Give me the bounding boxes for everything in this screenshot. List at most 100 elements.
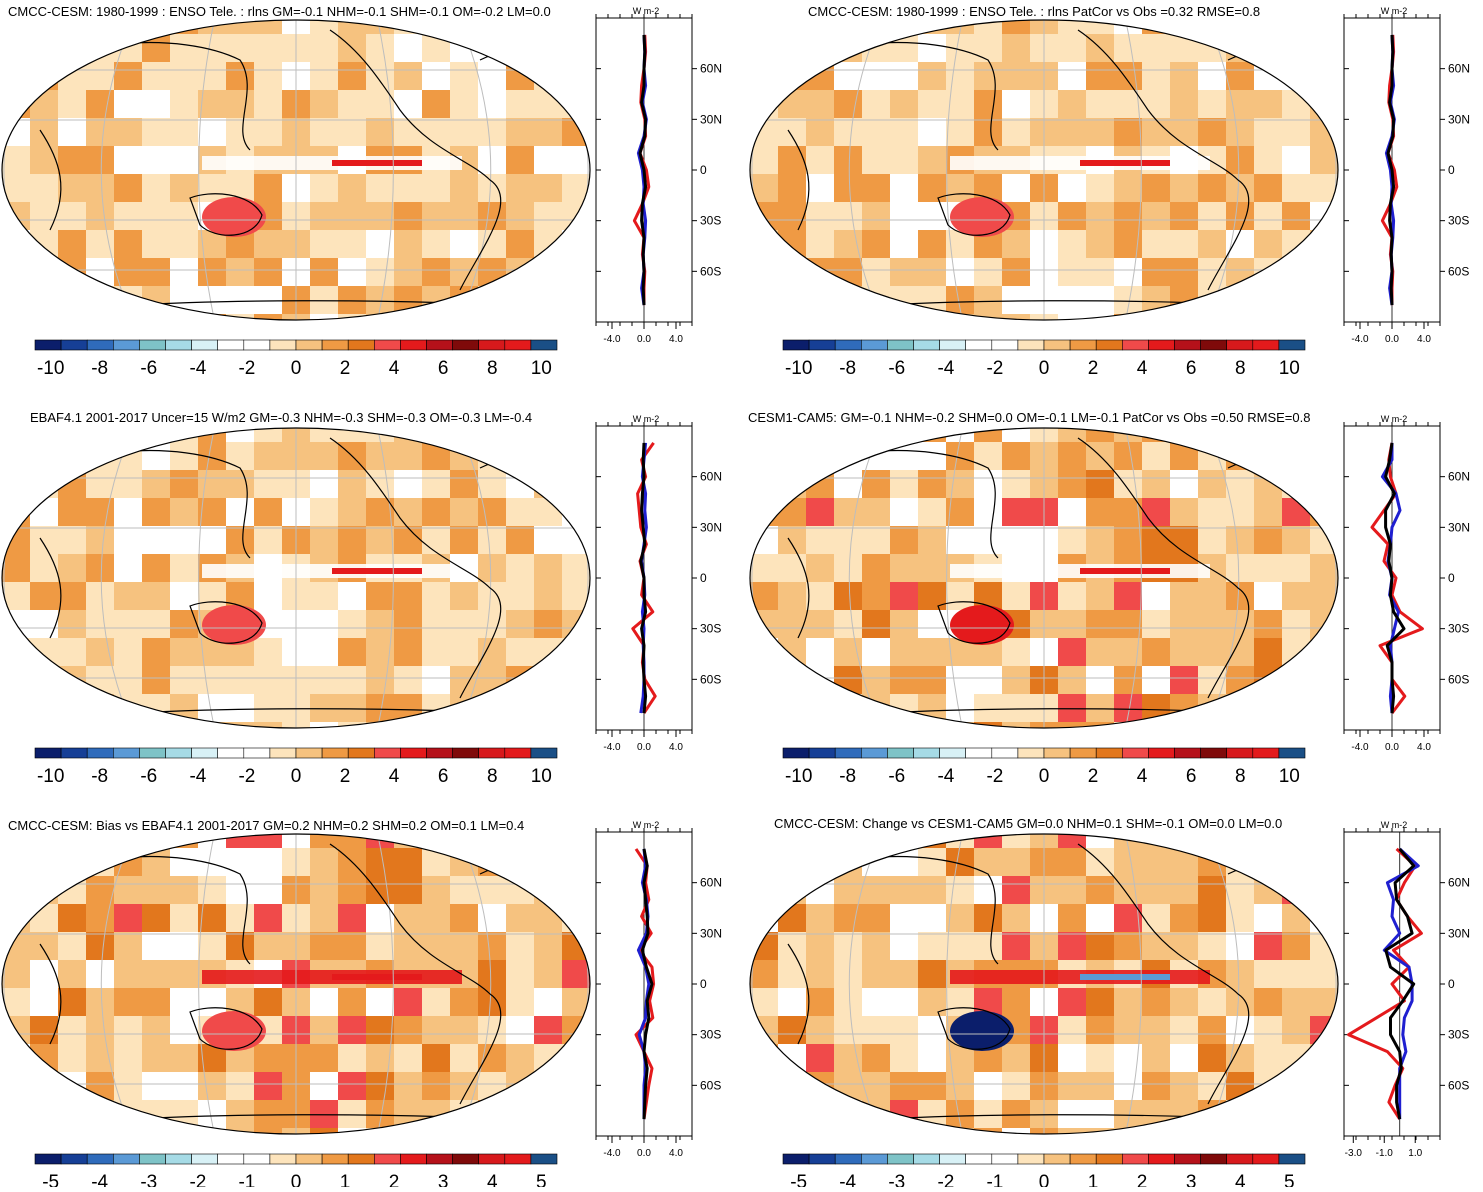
colorbar-swatch — [1069, 339, 1097, 351]
graticule-meridian — [100, 428, 134, 728]
zonal-line-black — [1386, 34, 1396, 306]
map-group — [749, 427, 1339, 729]
x-tick-label: -4.0 — [1351, 334, 1369, 345]
colorbar-swatch — [1226, 339, 1254, 351]
colorbar-swatch — [400, 339, 427, 351]
map-group — [749, 19, 1339, 321]
colorbar-tick-label: 5 — [536, 1172, 547, 1187]
colorbar-tick-label: 0 — [291, 1172, 302, 1187]
colorbar-swatch — [808, 1153, 836, 1165]
colorbar-swatch — [991, 1153, 1019, 1165]
graticule-meridian — [1206, 20, 1240, 320]
coastline — [787, 537, 810, 639]
colorbar-swatch — [478, 747, 506, 759]
colorbar-swatch — [782, 1153, 810, 1165]
colorbar-swatch — [834, 339, 862, 351]
colorbar-swatch — [295, 339, 323, 351]
graticule-meridian — [848, 428, 882, 728]
colorbar-swatch — [295, 1153, 323, 1165]
colorbar-swatch — [34, 339, 62, 351]
colorbar-tick-label: 5 — [1284, 1172, 1295, 1187]
colorbar-tick-label: -6 — [888, 766, 905, 787]
colorbar-tick-label: 2 — [1088, 766, 1099, 787]
lat-tick-label: 60N — [1448, 62, 1470, 76]
panel-svg: W m-2 60N 30N 0 30S 60S -3.0 -1.0 1.0 -5 -4 -3 -2 -1 0… — [749, 820, 1470, 1192]
x-tick-label: 4.0 — [669, 334, 683, 345]
zonal-mean-plot: W m-2 60N 30N 0 30S 60S -4.0 0.0 4.0 — [595, 6, 722, 345]
colorbar-swatch — [113, 339, 140, 351]
coastline — [189, 601, 263, 644]
colorbar-swatch — [400, 1153, 427, 1165]
colorbar-swatch — [1226, 747, 1254, 759]
colorbar-tick-label: -1 — [986, 1172, 1003, 1187]
colorbar-tick-label: -2 — [986, 766, 1003, 787]
colorbar-tick-label: 4 — [1137, 766, 1148, 787]
colorbar-swatch — [217, 747, 245, 759]
colorbar-swatch — [887, 747, 914, 759]
colorbar-swatch — [60, 747, 88, 759]
colorbar-tick-label: -2 — [189, 1172, 206, 1187]
panel-svg: W m-2 60N 30N 0 30S 60S -4.0 0.0 4.0 -5 -4 -3 -2 -1 0 1… — [1, 820, 722, 1192]
colorbar-tick-label: 2 — [389, 1172, 400, 1187]
colorbar-swatch — [504, 747, 532, 759]
colorbar-swatch — [60, 1153, 88, 1165]
panel-4: CESM1-CAM5: GM=-0.1 NHM=-0.2 SHM=0.0 OM=… — [748, 404, 1483, 796]
colorbar-swatch — [913, 747, 940, 759]
lat-tick-label: 60S — [1448, 1078, 1469, 1092]
map-border — [749, 427, 1339, 729]
colorbar-tick-label: -10 — [37, 358, 64, 379]
colorbar: -10 -8 -6 -4 -2 0 2 4 6 8 10 — [34, 747, 558, 787]
graticule-meridian — [1206, 834, 1240, 1134]
colorbar-tick-label: 2 — [340, 358, 351, 379]
map-field — [2, 428, 590, 728]
lat-tick-label: 30N — [1448, 520, 1470, 534]
colorbar-tick-label: -6 — [888, 358, 905, 379]
colorbar-swatch — [965, 747, 993, 759]
zonal-line-red — [1370, 442, 1424, 715]
x-tick-label: -3.0 — [1345, 1148, 1363, 1159]
colorbar: -5 -4 -3 -2 -1 0 1 2 3 4 5 — [782, 1153, 1306, 1192]
coastline — [39, 537, 62, 639]
colorbar-swatch — [243, 1153, 271, 1165]
colorbar-tick-label: -6 — [140, 358, 157, 379]
map-field — [2, 20, 590, 320]
panel-5: CMCC-CESM: Bias vs EBAF4.1 2001-2017 GM=… — [0, 808, 740, 1192]
lat-tick-label: 60S — [1448, 672, 1469, 686]
lat-tick-label: 30S — [1448, 1028, 1469, 1042]
zonal-units: W m-2 — [1381, 6, 1408, 16]
coastline — [39, 129, 62, 231]
colorbar-swatch — [504, 1153, 532, 1165]
graticule-meridian — [100, 834, 134, 1134]
colorbar-swatch — [808, 339, 836, 351]
colorbar-tick-label: 4 — [389, 358, 400, 379]
colorbar-tick-label: 0 — [1039, 766, 1050, 787]
colorbar-swatch — [269, 747, 297, 759]
zonal-units: W m-2 — [633, 820, 660, 830]
colorbar-swatch — [1069, 747, 1097, 759]
colorbar-swatch — [834, 1153, 862, 1165]
map-field — [2, 834, 590, 1134]
colorbar-tick-label: 2 — [340, 766, 351, 787]
colorbar-swatch — [347, 1153, 375, 1165]
map-border — [749, 833, 1339, 1135]
colorbar-swatch — [1278, 339, 1306, 351]
lat-tick-label: 60N — [700, 876, 722, 890]
colorbar-tick-label: -10 — [785, 358, 812, 379]
map-group — [749, 833, 1339, 1135]
colorbar-tick-label: 2 — [1137, 1172, 1148, 1187]
colorbar-swatch — [939, 747, 967, 759]
colorbar-swatch — [86, 747, 114, 759]
x-tick-label: -4.0 — [1351, 742, 1369, 753]
colorbar-swatch — [191, 747, 219, 759]
colorbar-swatch — [782, 747, 810, 759]
panel-svg: W m-2 60N 30N 0 30S 60S -4.0 0.0 4.0 -10 -8 -6 -4 -2 0… — [1, 414, 722, 787]
x-tick-label: 0.0 — [637, 1148, 651, 1159]
x-tick-label: 0.0 — [637, 742, 651, 753]
colorbar-swatch — [34, 1153, 62, 1165]
panel-title: EBAF4.1 2001-2017 Uncer=15 W/m2 GM=-0.3 … — [30, 410, 533, 425]
colorbar-tick-label: 8 — [487, 766, 498, 787]
colorbar-tick-label: 4 — [389, 766, 400, 787]
lat-tick-label: 30N — [1448, 926, 1470, 940]
colorbar-tick-label: -4 — [937, 766, 954, 787]
zonal-line-red — [1347, 847, 1423, 1120]
